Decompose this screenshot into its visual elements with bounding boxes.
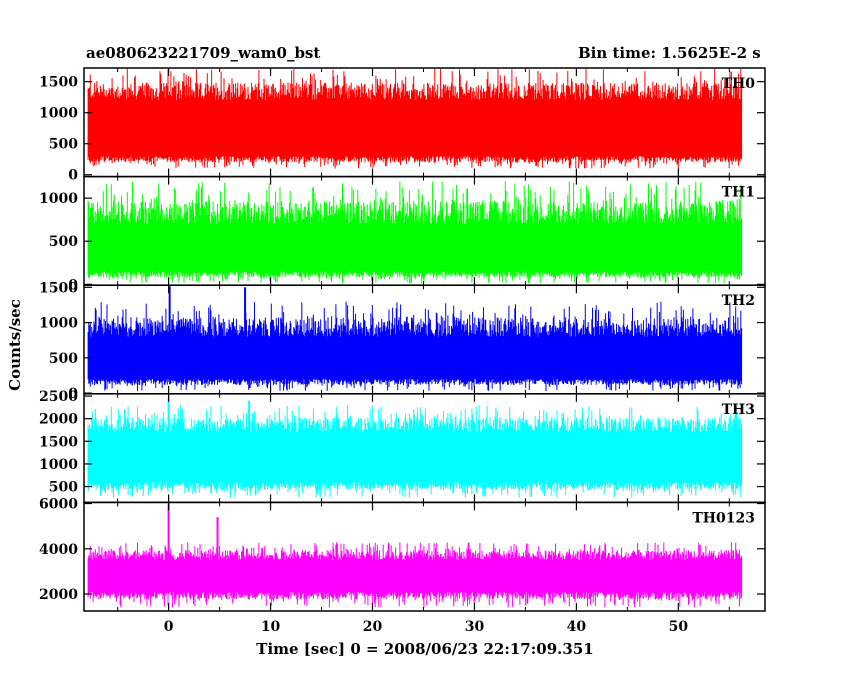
y-tick-label: 0 (68, 386, 78, 402)
y-axis-label: Counts/sec (6, 299, 24, 391)
x-tick-label: 40 (567, 619, 587, 635)
y-tick-label: 2500 (39, 389, 78, 405)
y-tick-label: 0 (68, 277, 78, 293)
y-tick-label: 2000 (39, 587, 78, 603)
y-tick-label: 1000 (39, 106, 78, 122)
series-th1-band (88, 224, 742, 272)
y-tick-label: 500 (49, 137, 78, 153)
y-tick-label: 6000 (39, 497, 78, 513)
y-tick-label: 4000 (39, 542, 78, 558)
panel-label-th2: TH2 (722, 293, 755, 309)
x-tick-label: 10 (261, 619, 281, 635)
bin-time-label: Bin time: 1.5625E-2 s (578, 44, 761, 62)
panel-frame-th0123 (83, 501, 766, 612)
panel-label-th1: TH1 (722, 185, 755, 201)
y-tick-label: 500 (49, 480, 78, 496)
y-tick-label: 1000 (39, 316, 78, 332)
x-tick-label: 20 (363, 619, 383, 635)
x-tick-label: 0 (164, 619, 174, 635)
panel-label-th0: TH0 (722, 76, 756, 92)
y-tick-label: 2000 (39, 412, 78, 428)
y-tick-label: 500 (49, 234, 78, 250)
panel-label-th0123: TH0123 (692, 510, 755, 526)
x-tick-label: 50 (669, 619, 689, 635)
y-tick-label: 1500 (39, 75, 78, 91)
y-tick-label: 0 (68, 168, 78, 184)
y-tick-label: 1500 (39, 434, 78, 450)
series-th0123-band (88, 560, 742, 592)
series-th3-band (88, 432, 742, 483)
x-axis-label: Time [sec] 0 = 2008/06/23 22:17:09.351 (256, 640, 594, 658)
panel-label-th3: TH3 (722, 402, 755, 418)
y-tick-label: 1000 (39, 457, 78, 473)
y-tick-label: 1000 (39, 191, 78, 207)
series-th0-band (88, 100, 742, 157)
y-tick-label: 500 (49, 351, 78, 367)
chart-source-title: ae080623221709_wam0_bst (86, 44, 321, 62)
y-tick-label: 1500 (39, 280, 78, 296)
series-th2-band (88, 336, 742, 379)
x-tick-label: 30 (465, 619, 485, 635)
